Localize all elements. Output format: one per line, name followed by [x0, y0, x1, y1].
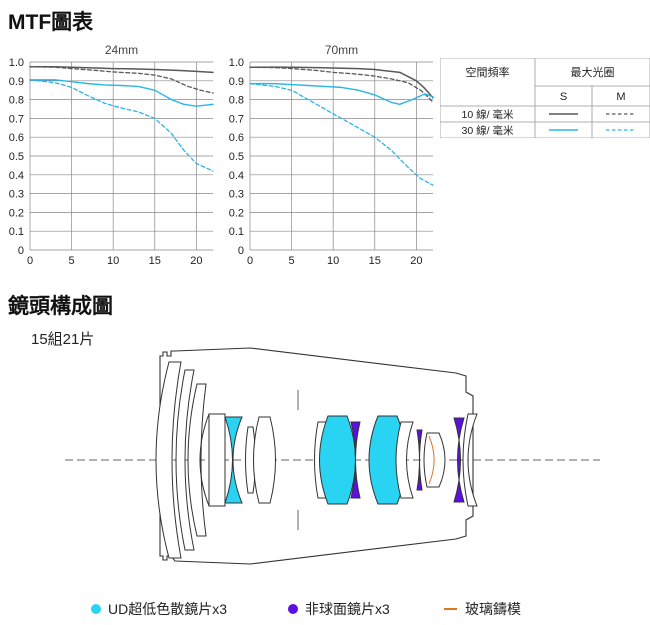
- svg-text:0.6: 0.6: [229, 132, 244, 144]
- svg-text:非球面鏡片x3: 非球面鏡片x3: [305, 601, 390, 617]
- svg-text:0.3: 0.3: [229, 189, 244, 201]
- svg-text:30 線/ 毫米: 30 線/ 毫米: [462, 124, 514, 137]
- svg-text:0.4: 0.4: [9, 170, 24, 182]
- svg-text:0.8: 0.8: [229, 95, 244, 107]
- svg-text:0: 0: [247, 255, 253, 267]
- svg-text:M: M: [616, 91, 625, 103]
- svg-text:5: 5: [289, 255, 295, 267]
- svg-text:0.9: 0.9: [229, 76, 244, 88]
- svg-text:0: 0: [238, 245, 244, 257]
- svg-text:10: 10: [107, 255, 119, 267]
- svg-text:20: 20: [190, 255, 202, 267]
- svg-text:UD超低色散鏡片x3: UD超低色散鏡片x3: [108, 601, 227, 617]
- svg-text:0.4: 0.4: [229, 170, 244, 182]
- svg-text:0.2: 0.2: [229, 207, 244, 219]
- svg-text:0.1: 0.1: [229, 226, 244, 238]
- svg-text:0.5: 0.5: [9, 151, 24, 163]
- svg-text:10 線/ 毫米: 10 線/ 毫米: [462, 108, 514, 121]
- svg-text:0.2: 0.2: [9, 207, 24, 219]
- svg-text:0.5: 0.5: [229, 151, 244, 163]
- svg-text:1.0: 1.0: [9, 57, 24, 69]
- svg-text:70mm: 70mm: [325, 43, 358, 57]
- svg-text:S: S: [560, 91, 567, 103]
- svg-text:10: 10: [327, 255, 339, 267]
- svg-text:0: 0: [18, 245, 24, 257]
- svg-text:0.8: 0.8: [9, 95, 24, 107]
- svg-text:0.6: 0.6: [9, 132, 24, 144]
- svg-text:玻璃鑄模: 玻璃鑄模: [465, 601, 521, 617]
- svg-text:0.7: 0.7: [9, 113, 24, 125]
- svg-text:15: 15: [149, 255, 161, 267]
- svg-text:5: 5: [69, 255, 75, 267]
- svg-text:空間頻率: 空間頻率: [466, 65, 510, 79]
- svg-text:0.9: 0.9: [9, 76, 24, 88]
- svg-text:15: 15: [369, 255, 381, 267]
- svg-text:0.1: 0.1: [9, 226, 24, 238]
- svg-text:最大光圈: 最大光圈: [571, 65, 615, 79]
- svg-text:0: 0: [27, 255, 33, 267]
- svg-text:1.0: 1.0: [229, 57, 244, 69]
- svg-text:24mm: 24mm: [105, 43, 138, 57]
- svg-text:0.3: 0.3: [9, 189, 24, 201]
- svg-text:20: 20: [410, 255, 422, 267]
- svg-text:0.7: 0.7: [229, 113, 244, 125]
